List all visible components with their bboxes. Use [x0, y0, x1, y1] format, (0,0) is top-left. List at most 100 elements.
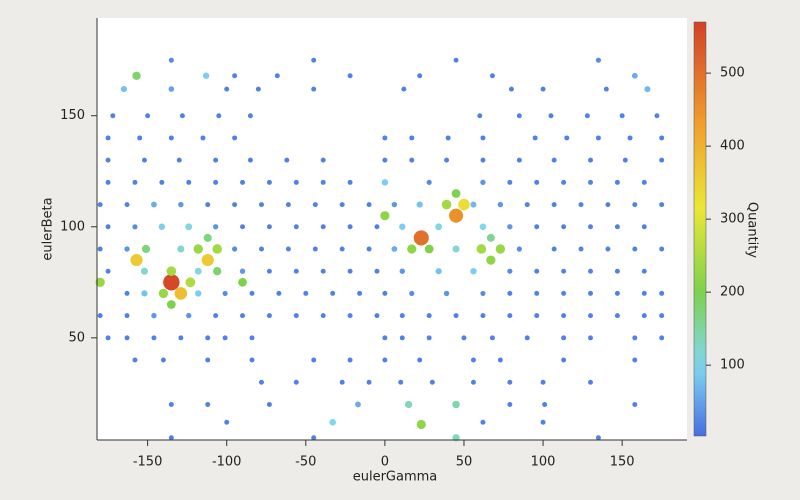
- point: [507, 290, 513, 296]
- point: [480, 179, 486, 186]
- point: [614, 290, 620, 296]
- point: [151, 201, 157, 208]
- point: [320, 268, 326, 274]
- point: [151, 312, 157, 319]
- point: [477, 113, 483, 119]
- point: [382, 357, 388, 363]
- point: [588, 268, 593, 274]
- y-tick-label: 100: [60, 219, 85, 234]
- point: [532, 135, 538, 141]
- point: [641, 290, 647, 296]
- point: [249, 290, 255, 296]
- point: [168, 435, 174, 441]
- point: [284, 157, 290, 163]
- point: [641, 224, 647, 230]
- point: [105, 224, 111, 230]
- point: [507, 179, 513, 185]
- x-tick-label: 100: [531, 455, 556, 470]
- point: [641, 268, 647, 274]
- point: [659, 202, 665, 208]
- point: [480, 419, 486, 425]
- point: [614, 313, 620, 319]
- point: [540, 379, 546, 385]
- point: [145, 113, 151, 119]
- point: [303, 290, 309, 296]
- point: [105, 179, 111, 185]
- point: [659, 313, 665, 319]
- x-tick-label: -50: [295, 455, 316, 470]
- point: [470, 357, 476, 363]
- point: [330, 290, 336, 296]
- point: [141, 157, 147, 163]
- colorbar-tick-label: 500: [720, 66, 745, 81]
- point: [185, 277, 196, 288]
- point: [588, 313, 593, 319]
- point: [480, 135, 486, 141]
- point: [561, 224, 567, 230]
- point: [339, 202, 345, 208]
- point: [399, 313, 405, 319]
- point: [507, 313, 513, 319]
- point: [202, 72, 210, 79]
- point: [347, 268, 353, 274]
- point: [232, 202, 238, 208]
- point: [293, 379, 299, 385]
- point: [534, 313, 540, 319]
- point: [404, 400, 413, 409]
- point: [247, 113, 253, 119]
- point: [311, 57, 317, 63]
- point: [212, 224, 219, 230]
- point: [266, 401, 272, 407]
- point: [151, 335, 157, 341]
- point: [654, 113, 660, 119]
- point: [452, 400, 460, 409]
- point: [166, 266, 177, 277]
- point: [561, 335, 567, 341]
- point: [203, 233, 212, 242]
- point: [259, 246, 264, 252]
- point: [417, 73, 423, 79]
- point: [163, 274, 180, 291]
- colorbar-tick-label: 400: [720, 139, 745, 154]
- point: [631, 72, 638, 79]
- point: [222, 335, 228, 341]
- point: [320, 224, 326, 230]
- point: [534, 179, 540, 185]
- point: [441, 199, 452, 210]
- point: [588, 157, 593, 163]
- point: [132, 224, 138, 230]
- point: [622, 157, 628, 163]
- point: [232, 73, 238, 79]
- x-axis-label: eulerGamma: [353, 470, 438, 485]
- point: [339, 246, 345, 252]
- point: [588, 179, 593, 185]
- point: [486, 233, 495, 242]
- point: [644, 86, 651, 93]
- point: [605, 202, 611, 208]
- point: [285, 246, 291, 252]
- point: [429, 379, 435, 385]
- point: [632, 202, 638, 208]
- point: [632, 401, 638, 407]
- point: [193, 244, 203, 254]
- point: [186, 312, 192, 319]
- x-tick-label: 150: [610, 455, 635, 470]
- point: [374, 313, 380, 319]
- point: [561, 290, 567, 296]
- point: [564, 135, 570, 141]
- point: [97, 246, 103, 252]
- point: [266, 224, 272, 230]
- point: [137, 135, 143, 141]
- point: [416, 419, 426, 430]
- point: [366, 246, 372, 252]
- point: [551, 157, 557, 163]
- point: [168, 86, 175, 92]
- point: [374, 268, 380, 274]
- point: [426, 313, 432, 319]
- point: [311, 86, 317, 92]
- point: [614, 224, 620, 230]
- point: [266, 313, 272, 319]
- point: [224, 86, 230, 92]
- point: [632, 335, 638, 341]
- point: [213, 313, 219, 319]
